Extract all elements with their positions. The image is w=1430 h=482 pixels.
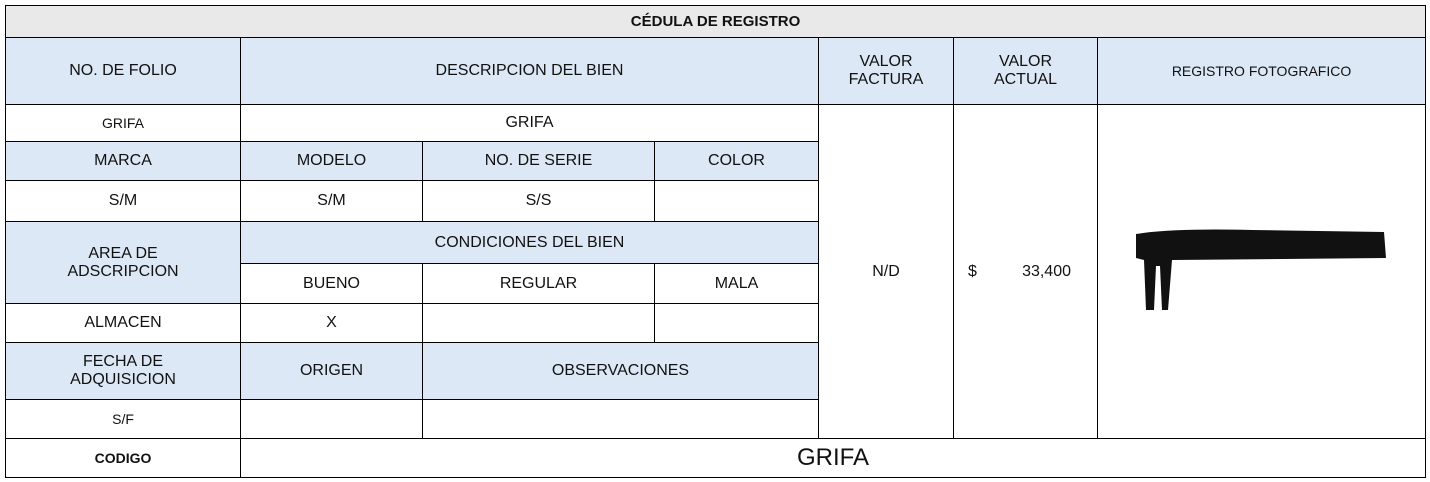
codigo-value: GRIFA xyxy=(239,438,1427,478)
mala-header: MALA xyxy=(654,263,819,304)
row: BUENO REGULAR MALA xyxy=(6,263,1426,304)
valor-actual-value: 33,400 xyxy=(1022,262,1071,280)
row: S/M S/M S/S xyxy=(5,180,1426,222)
folio-header: NO. DE FOLIO xyxy=(5,37,241,105)
row: CODIGO GRIFA xyxy=(5,438,1427,478)
row: AREA DE ADSCRIPCION CONDICIONES DEL BIEN xyxy=(5,221,1426,304)
row: S/F xyxy=(5,399,1426,439)
valor-actual-header: VALOR ACTUAL xyxy=(953,37,1098,105)
marca-value: S/M xyxy=(5,180,241,222)
faucet-shape xyxy=(1135,229,1386,310)
bueno-header: BUENO xyxy=(240,263,423,304)
registro-header: REGISTRO FOTOGRAFICO xyxy=(1096,37,1427,105)
color-header: COLOR xyxy=(654,141,819,181)
regular-header: REGULAR xyxy=(422,263,655,304)
row: ALMACEN X xyxy=(5,303,1426,343)
area-value: ALMACEN xyxy=(5,303,241,343)
descripcion-value: GRIFA xyxy=(240,104,819,142)
codigo-header: CODIGO xyxy=(5,438,241,478)
observaciones-header: OBSERVACIONES xyxy=(422,342,819,400)
area-header: AREA DE ADSCRIPCION xyxy=(5,221,241,304)
mala-value xyxy=(654,303,819,343)
folio-value: GRIFA xyxy=(5,104,241,142)
valor-factura-value: N/D xyxy=(818,104,954,439)
condiciones-header: CONDICIONES DEL BIEN xyxy=(240,221,819,264)
currency: $ xyxy=(968,262,977,280)
modelo-header: MODELO xyxy=(240,141,423,181)
faucet-photo xyxy=(1135,229,1386,310)
regular-value xyxy=(422,303,655,343)
marca-header: MARCA xyxy=(5,141,241,181)
photo-cell xyxy=(1096,104,1427,439)
row: MARCA MODELO NO. DE SERIE COLOR xyxy=(5,141,1426,181)
fecha-value: S/F xyxy=(5,399,241,439)
title: CÉDULA DE REGISTRO xyxy=(4,5,1427,38)
header-row: NO. DE FOLIO DESCRIPCION DEL BIEN VALOR … xyxy=(5,37,1427,105)
observaciones-value xyxy=(422,399,819,439)
fecha-header: FECHA DE ADQUISICION xyxy=(5,342,241,400)
title-row: CÉDULA DE REGISTRO xyxy=(4,5,1427,38)
bueno-value: X xyxy=(240,303,423,343)
color-value xyxy=(654,180,819,222)
valor-actual-cell: $33,400 xyxy=(953,104,1098,439)
valor-factura-header: VALOR FACTURA xyxy=(818,37,954,105)
serie-value: S/S xyxy=(422,180,655,222)
modelo-value: S/M xyxy=(240,180,423,222)
row: GRIFA GRIFA N/D $33,400 xyxy=(5,104,1427,439)
origen-value xyxy=(240,399,423,439)
registro-table: CÉDULA DE REGISTRO NO. DE FOLIO DESCRIPC… xyxy=(4,5,1427,478)
serie-header: NO. DE SERIE xyxy=(422,141,655,181)
origen-header: ORIGEN xyxy=(240,342,423,400)
descripcion-header: DESCRIPCION DEL BIEN xyxy=(240,37,819,105)
